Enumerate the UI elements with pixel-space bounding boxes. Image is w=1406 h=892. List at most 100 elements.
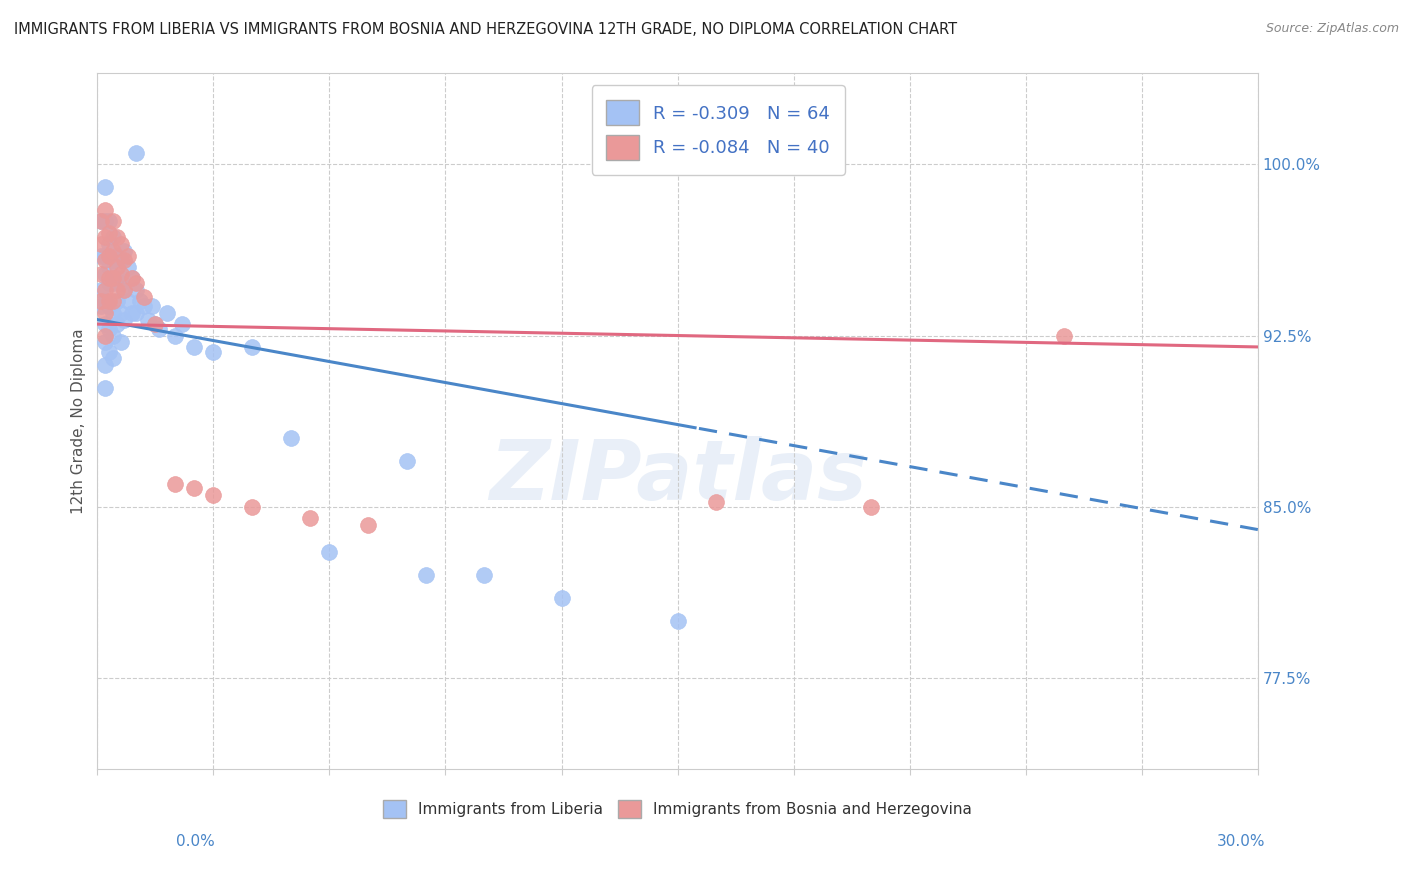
Point [117, 249, 139, 263]
Text: IMMIGRANTS FROM LIBERIA VS IMMIGRANTS FROM BOSNIA AND HERZEGOVINA 12TH GRADE, NO: IMMIGRANTS FROM LIBERIA VS IMMIGRANTS FR… [14, 22, 957, 37]
Point [94, 253, 117, 268]
Point [110, 335, 132, 350]
Point [782, 135, 804, 149]
Point [156, 306, 179, 320]
Point [97, 271, 120, 285]
Point [97, 294, 120, 309]
Point [240, 500, 263, 514]
Point [704, 495, 727, 509]
Text: 0.0%: 0.0% [176, 834, 215, 849]
Point [94, 306, 117, 320]
Point [145, 317, 167, 331]
Point [97, 260, 120, 274]
Point [90, 237, 112, 252]
Point [94, 267, 117, 281]
Point [112, 312, 135, 326]
Point [105, 249, 128, 263]
Point [90, 249, 112, 263]
Point [110, 306, 132, 320]
Point [94, 202, 117, 217]
Point [105, 230, 128, 244]
Point [90, 299, 112, 313]
Point [101, 276, 124, 290]
Point [101, 271, 124, 285]
Point [117, 260, 139, 274]
Point [183, 340, 205, 354]
Point [94, 381, 117, 395]
Text: ZIPatlas: ZIPatlas [489, 436, 866, 517]
Point [125, 306, 148, 320]
Point [112, 244, 135, 258]
Point [145, 317, 167, 331]
Point [121, 271, 143, 285]
Point [97, 344, 120, 359]
Point [94, 317, 117, 331]
Point [90, 214, 112, 228]
Point [395, 454, 418, 468]
Point [318, 545, 340, 559]
Point [202, 488, 225, 502]
Point [112, 253, 135, 268]
Point [110, 276, 132, 290]
Point [202, 344, 225, 359]
Point [110, 253, 132, 268]
Text: 30.0%: 30.0% [1218, 834, 1265, 849]
Point [94, 230, 117, 244]
Point [97, 276, 120, 290]
Point [280, 431, 302, 445]
Point [110, 237, 132, 252]
Point [101, 294, 124, 309]
Point [105, 283, 128, 297]
Point [94, 214, 117, 228]
Point [141, 299, 163, 313]
Point [97, 299, 120, 313]
Point [121, 306, 143, 320]
Point [97, 321, 120, 335]
Point [163, 477, 186, 491]
Point [472, 568, 495, 582]
Point [105, 317, 128, 331]
Point [148, 321, 170, 335]
Point [101, 214, 124, 228]
Point [110, 267, 132, 281]
Point [163, 328, 186, 343]
Point [132, 299, 155, 313]
Point [105, 260, 128, 274]
Point [94, 335, 117, 350]
Point [112, 283, 135, 297]
Point [240, 340, 263, 354]
Point [94, 358, 117, 372]
Y-axis label: 12th Grade, No Diploma: 12th Grade, No Diploma [72, 328, 86, 514]
Point [112, 283, 135, 297]
Point [136, 312, 159, 326]
Point [105, 294, 128, 309]
Point [101, 253, 124, 268]
Point [97, 249, 120, 263]
Point [101, 244, 124, 258]
Point [94, 328, 117, 343]
Point [125, 283, 148, 297]
Point [183, 482, 205, 496]
Point [101, 328, 124, 343]
Point [357, 518, 380, 533]
Point [132, 290, 155, 304]
Point [105, 271, 128, 285]
Point [121, 271, 143, 285]
Point [172, 317, 194, 331]
Point [94, 180, 117, 194]
Point [550, 591, 572, 605]
Point [101, 306, 124, 320]
Point [94, 294, 117, 309]
Point [117, 294, 139, 309]
Point [90, 267, 112, 281]
Point [125, 145, 148, 160]
Point [859, 500, 882, 514]
Legend: Immigrants from Liberia, Immigrants from Bosnia and Herzegovina: Immigrants from Liberia, Immigrants from… [377, 794, 979, 824]
Point [97, 214, 120, 228]
Point [129, 294, 152, 309]
Text: Source: ZipAtlas.com: Source: ZipAtlas.com [1265, 22, 1399, 36]
Point [666, 614, 689, 628]
Point [299, 511, 322, 525]
Point [1053, 328, 1076, 343]
Point [90, 283, 112, 297]
